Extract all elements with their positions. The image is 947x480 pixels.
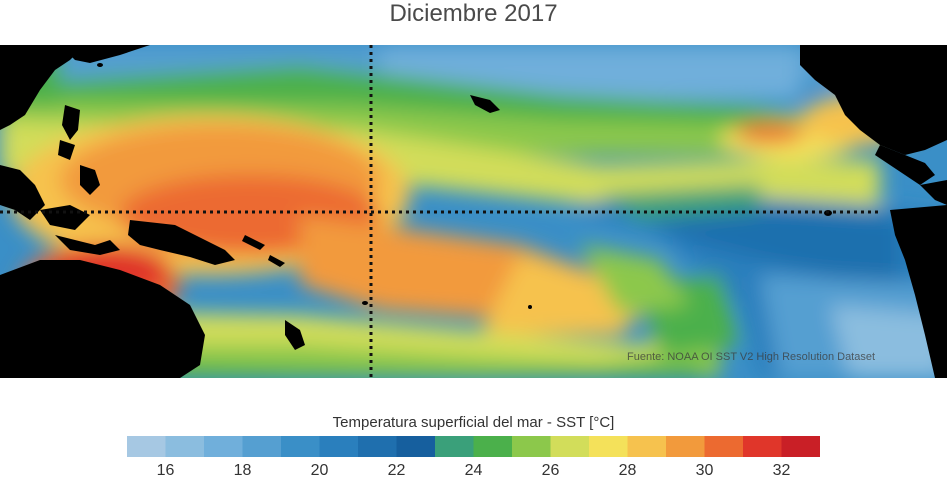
colorbar-tick-label: 24 (464, 462, 483, 479)
colorbar-swatch (550, 436, 590, 457)
colorbar-swatch (204, 436, 244, 457)
colorbar-swatch (242, 436, 282, 457)
colorbar-tick-label: 28 (618, 462, 637, 479)
new-guinea-landmass (128, 220, 235, 265)
asia-landmass (0, 45, 85, 130)
data-source-note: Fuente: NOAA OI SST V2 High Resolution D… (627, 351, 876, 363)
colorbar-tick-label: 32 (772, 462, 791, 479)
sst-map (0, 45, 947, 378)
australia-landmass (0, 260, 205, 378)
map-title: Diciembre 2017 (389, 0, 558, 27)
colorbar-swatch (743, 436, 783, 457)
colorbar-swatch (666, 436, 706, 457)
colorbar-tick-label: 26 (541, 462, 560, 479)
colorbar-tick-label: 30 (695, 462, 714, 479)
colorbar-swatch (781, 436, 820, 457)
colorbar (127, 436, 820, 457)
colorbar-swatch (281, 436, 321, 457)
colorbar-swatch (396, 436, 436, 457)
colorbar-swatch (319, 436, 359, 457)
colorbar-swatch (127, 436, 167, 457)
colorbar-swatch (589, 436, 629, 457)
colorbar-tick-label: 16 (156, 462, 175, 479)
colorbar-swatch (435, 436, 475, 457)
north-america-landmass (800, 45, 947, 155)
colorbar-label: Temperatura superficial del mar - SST [°… (332, 414, 615, 431)
colorbar-tick-label: 18 (233, 462, 252, 479)
colorbar-swatch (704, 436, 744, 457)
colorbar-swatch (512, 436, 552, 457)
colorbar-swatch (473, 436, 513, 457)
colorbar-ticks: 16 18 20 22 24 26 28 30 32 (127, 462, 820, 480)
colorbar-swatch (627, 436, 667, 457)
colorbar-tick-label: 22 (387, 462, 406, 479)
colorbar-swatch (165, 436, 205, 457)
colorbar-swatch (358, 436, 398, 457)
colorbar-tick-label: 20 (310, 462, 329, 479)
south-america-landmass (890, 205, 947, 378)
